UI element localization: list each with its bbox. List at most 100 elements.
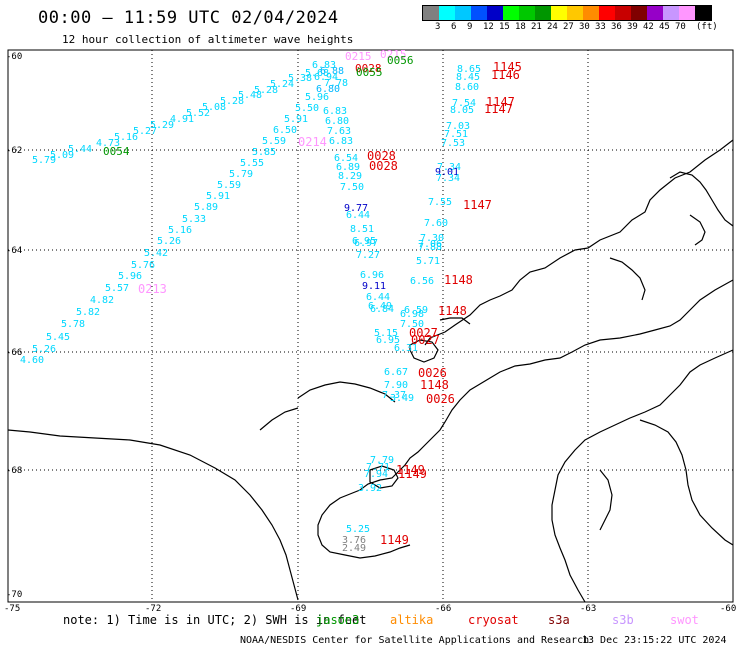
svg-text:9.01: 9.01 — [435, 167, 459, 178]
svg-text:7.06: 7.06 — [418, 239, 442, 250]
coastline — [7, 139, 734, 603]
lat-label-70: -70 — [6, 590, 22, 600]
obs-b-10: 5.26 — [157, 236, 181, 247]
lat-label-68: -68 — [6, 466, 22, 476]
colorbar-tick: 45 — [659, 22, 670, 32]
svg-text:7.51: 7.51 — [444, 129, 468, 140]
svg-text:6.83: 6.83 — [329, 136, 353, 147]
svg-text:7.54: 7.54 — [452, 98, 476, 109]
svg-text:9.11: 9.11 — [362, 281, 386, 292]
colorbar-tick: 6 — [451, 22, 457, 32]
colorbar-tick: 42 — [643, 22, 654, 32]
legend-swot: swot — [670, 613, 699, 627]
obs-a-1: 5.09 — [50, 150, 74, 161]
svg-text:7.60: 7.60 — [424, 218, 448, 229]
obs-b-4: 5.82 — [76, 307, 100, 318]
svg-text:7.63: 7.63 — [327, 126, 351, 137]
colorbar-swatch — [487, 6, 503, 20]
colorbar-swatch — [647, 6, 663, 20]
svg-text:1148: 1148 — [438, 304, 467, 318]
svg-text:6.49: 6.49 — [368, 301, 392, 312]
svg-text:6.83: 6.83 — [312, 60, 336, 71]
time-label-0027-a: 0027 — [409, 326, 438, 340]
colorbar-swatch — [615, 6, 631, 20]
obs-a-0: 5.79 — [32, 155, 56, 166]
svg-text:6.54: 6.54 — [334, 153, 358, 164]
time-label-0028-top: 0028 — [355, 62, 382, 75]
wave-height-colorbar — [422, 5, 712, 21]
legend-cryosat: cryosat — [468, 613, 519, 627]
obs-b-6: 5.57 — [105, 283, 129, 294]
generation-timestamp: 13 Dec 23:15:22 UTC 2024 — [582, 635, 727, 646]
colorbar-tick: 9 — [467, 22, 473, 32]
svg-text:6.44: 6.44 — [346, 210, 370, 221]
colorbar-tick: 15 — [499, 22, 510, 32]
svg-text:7.94: 7.94 — [364, 469, 388, 480]
time-label-0028-b: 0028 — [367, 149, 396, 163]
colorbar-swatch — [519, 6, 535, 20]
colorbar-tick: 18 — [515, 22, 526, 32]
svg-text:0026: 0026 — [426, 392, 455, 406]
colorbar-swatch — [583, 6, 599, 20]
legend-s3b: s3b — [612, 613, 634, 627]
colorbar-swatch — [631, 6, 647, 20]
colorbar-swatch — [455, 6, 471, 20]
graticule — [8, 50, 733, 602]
svg-text:7.50: 7.50 — [400, 319, 424, 330]
lat-label-66: -66 — [6, 348, 22, 358]
svg-text:7.34: 7.34 — [436, 173, 460, 184]
colorbar-tick: 30 — [579, 22, 590, 32]
obs-a-10: 5.28 — [220, 96, 244, 107]
svg-text:7.34: 7.34 — [437, 162, 461, 173]
obs-a-11: 5.48 — [238, 90, 262, 101]
map-title: 00:00 – 11:59 UTC 02/04/2024 — [38, 8, 339, 28]
svg-text:1147: 1147 — [486, 95, 515, 109]
colorbar-tick: 36 — [611, 22, 622, 32]
obs-b-20: 6.50 — [273, 125, 297, 136]
colorbar-swatch — [695, 6, 711, 20]
svg-text:3.92: 3.92 — [358, 483, 382, 494]
obs-a-15: 5.68 — [305, 68, 329, 79]
obs-b-1: 5.26 — [32, 344, 56, 355]
obs-a-12: 5.28 — [254, 85, 278, 96]
legend-jason3: jason3 — [316, 613, 360, 627]
obs-b-16: 5.79 — [229, 169, 253, 180]
time-label-0214: 0214 — [298, 135, 327, 149]
obs-b-9: 5.42 — [144, 248, 168, 259]
svg-text:7.71: 7.71 — [366, 462, 390, 473]
svg-text:7.27: 7.27 — [356, 250, 380, 261]
track-f-labels: 6.67 7.90 7.37 3.49 — [382, 367, 414, 404]
svg-text:5.71: 5.71 — [416, 256, 440, 267]
svg-text:6.88: 6.88 — [320, 66, 344, 77]
svg-text:1149: 1149 — [398, 467, 427, 481]
lat-label-62: -62 — [6, 146, 22, 156]
svg-text:1149: 1149 — [380, 533, 409, 547]
svg-text:6.59: 6.59 — [404, 305, 428, 316]
obs-b-7: 5.96 — [118, 271, 142, 282]
colorbar-swatch — [423, 6, 439, 20]
svg-text:3.49: 3.49 — [390, 393, 414, 404]
obs-b-8: 5.76 — [131, 260, 155, 271]
track-b-labels: 4.60 5.26 5.45 5.78 5.82 4.82 5.57 5.96 … — [20, 92, 329, 366]
obs-b-21: 5.91 — [284, 114, 308, 125]
svg-text:6.80: 6.80 — [325, 116, 349, 127]
svg-text:9.77: 9.77 — [344, 203, 368, 214]
svg-text:1145: 1145 — [493, 60, 522, 74]
svg-text:6.95: 6.95 — [376, 335, 400, 346]
obs-b-14: 5.91 — [206, 191, 230, 202]
track-g-labels: 7.79 7.71 7.94 3.92 5.25 3.76 2.49 — [342, 455, 394, 554]
track-c-labels: 6.83 6.80 7.63 6.83 6.54 6.89 8.29 7.50 — [323, 106, 364, 193]
svg-text:2.49: 2.49 — [342, 543, 366, 554]
legend-s3a: s3a — [548, 613, 570, 627]
colorbar-swatch — [503, 6, 519, 20]
svg-text:1147: 1147 — [484, 102, 513, 116]
svg-text:1148: 1148 — [420, 378, 449, 392]
obs-a-8: 5.52 — [186, 108, 210, 119]
svg-text:6.56: 6.56 — [410, 276, 434, 287]
lon-label-66: -66 — [435, 604, 451, 614]
svg-text:1148: 1148 — [444, 273, 473, 287]
obs-a-14: 5.38 — [288, 73, 312, 84]
obs-b-5: 4.82 — [90, 295, 114, 306]
obs-b-22: 5.50 — [295, 103, 319, 114]
